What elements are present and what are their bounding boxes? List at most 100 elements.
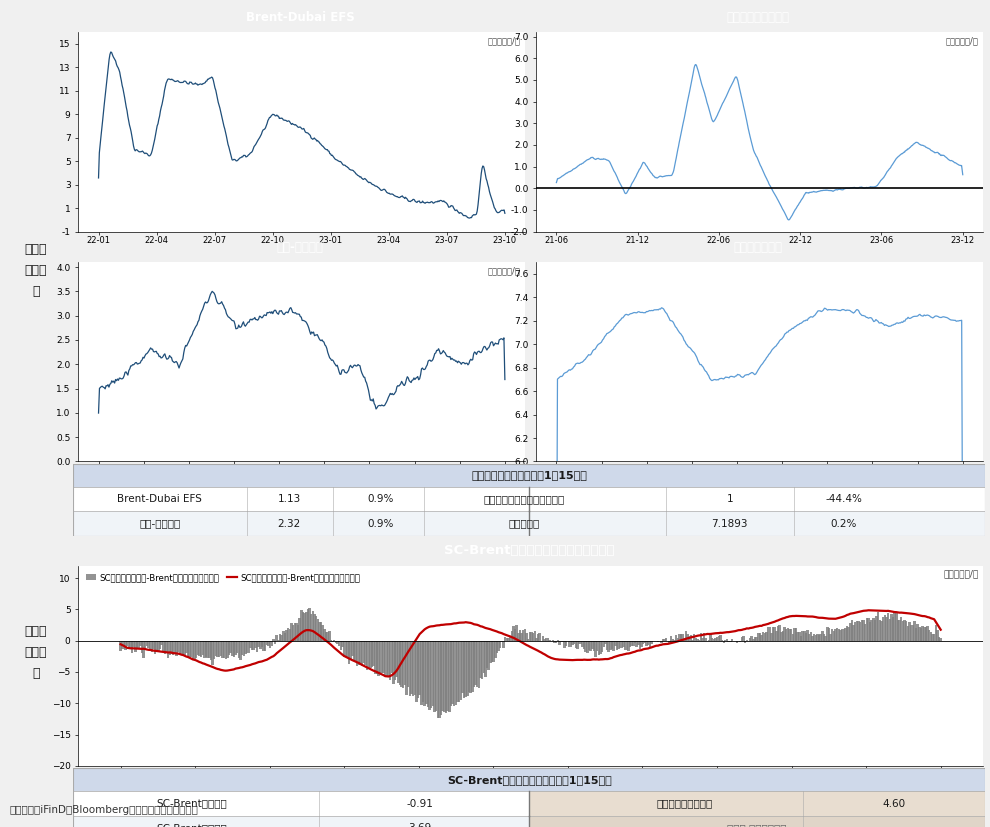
Bar	[810, 632, 812, 641]
Bar	[270, 641, 273, 646]
Bar	[456, 641, 458, 702]
Bar	[568, 641, 570, 648]
Bar	[619, 641, 622, 648]
Bar	[459, 641, 462, 700]
Bar	[844, 629, 846, 641]
Bar	[823, 634, 826, 641]
Text: 2.32: 2.32	[278, 519, 301, 528]
Bar	[642, 641, 644, 644]
Bar	[343, 641, 346, 657]
Bar	[257, 641, 259, 647]
Bar	[678, 633, 680, 641]
Bar	[685, 632, 687, 641]
Bar	[731, 639, 734, 641]
Bar	[466, 641, 468, 696]
Bar	[280, 635, 283, 641]
Bar	[175, 641, 177, 656]
Bar	[494, 641, 497, 658]
Bar	[579, 641, 582, 644]
Bar	[574, 641, 577, 648]
Bar	[308, 608, 311, 641]
Bar	[327, 632, 329, 641]
Bar	[277, 640, 279, 641]
Bar	[554, 641, 557, 643]
Bar	[833, 631, 836, 641]
Bar	[484, 641, 487, 677]
Bar	[723, 641, 725, 643]
Bar	[780, 632, 782, 641]
Bar	[417, 641, 420, 698]
Bar	[422, 641, 425, 702]
Bar	[611, 641, 613, 648]
Bar	[472, 641, 475, 687]
Bar	[397, 641, 400, 683]
Bar	[782, 631, 784, 641]
Bar	[850, 620, 853, 641]
Bar	[405, 641, 408, 696]
Bar	[671, 639, 674, 641]
Bar	[491, 641, 493, 662]
Text: 1.13: 1.13	[278, 495, 301, 504]
Bar	[248, 641, 250, 653]
Bar	[349, 641, 351, 660]
Bar	[768, 627, 771, 641]
Bar	[626, 641, 628, 650]
Bar	[143, 641, 145, 657]
Bar	[576, 641, 579, 649]
Bar	[703, 633, 705, 641]
Bar	[539, 633, 541, 641]
Bar	[546, 638, 549, 641]
Bar	[665, 638, 667, 641]
Bar	[875, 616, 878, 641]
Bar	[312, 611, 314, 641]
Bar	[168, 641, 171, 655]
Bar	[320, 623, 323, 641]
Bar	[131, 641, 134, 653]
Bar	[561, 641, 564, 642]
Bar	[517, 633, 520, 641]
Bar	[637, 641, 640, 645]
Bar	[763, 633, 766, 641]
Bar	[613, 641, 615, 652]
Bar	[634, 641, 637, 643]
Bar	[864, 624, 866, 641]
Bar	[238, 641, 241, 658]
Bar	[927, 627, 929, 641]
Bar	[364, 641, 366, 665]
Bar	[384, 641, 386, 676]
Bar	[529, 633, 531, 641]
Bar	[340, 641, 342, 650]
Bar	[506, 638, 508, 641]
Bar	[377, 641, 380, 676]
Bar	[322, 624, 324, 641]
Bar	[720, 635, 722, 641]
Bar	[437, 641, 439, 718]
Bar	[857, 621, 859, 641]
Text: 0.9%: 0.9%	[367, 495, 394, 504]
Bar	[482, 641, 485, 673]
Text: 内外盘
套利指
标: 内外盘 套利指 标	[25, 242, 47, 298]
Bar	[502, 641, 505, 648]
Bar	[757, 633, 759, 641]
Bar	[287, 629, 289, 641]
Bar	[933, 633, 936, 641]
Bar	[584, 641, 587, 653]
Bar	[918, 627, 921, 641]
Bar	[376, 641, 378, 674]
Bar	[471, 641, 473, 692]
Bar	[815, 634, 817, 641]
Bar	[644, 641, 646, 643]
Text: 1: 1	[727, 495, 733, 504]
Bar	[912, 625, 914, 641]
Bar	[867, 618, 869, 641]
Bar	[202, 641, 204, 656]
Bar	[840, 629, 842, 641]
Bar	[820, 634, 822, 641]
Bar	[170, 641, 172, 654]
Bar	[453, 641, 455, 706]
Bar	[880, 621, 883, 641]
Text: 中东-中国运费: 中东-中国运费	[277, 241, 324, 254]
Bar	[869, 622, 871, 641]
Bar	[683, 638, 685, 641]
Bar	[811, 636, 814, 641]
